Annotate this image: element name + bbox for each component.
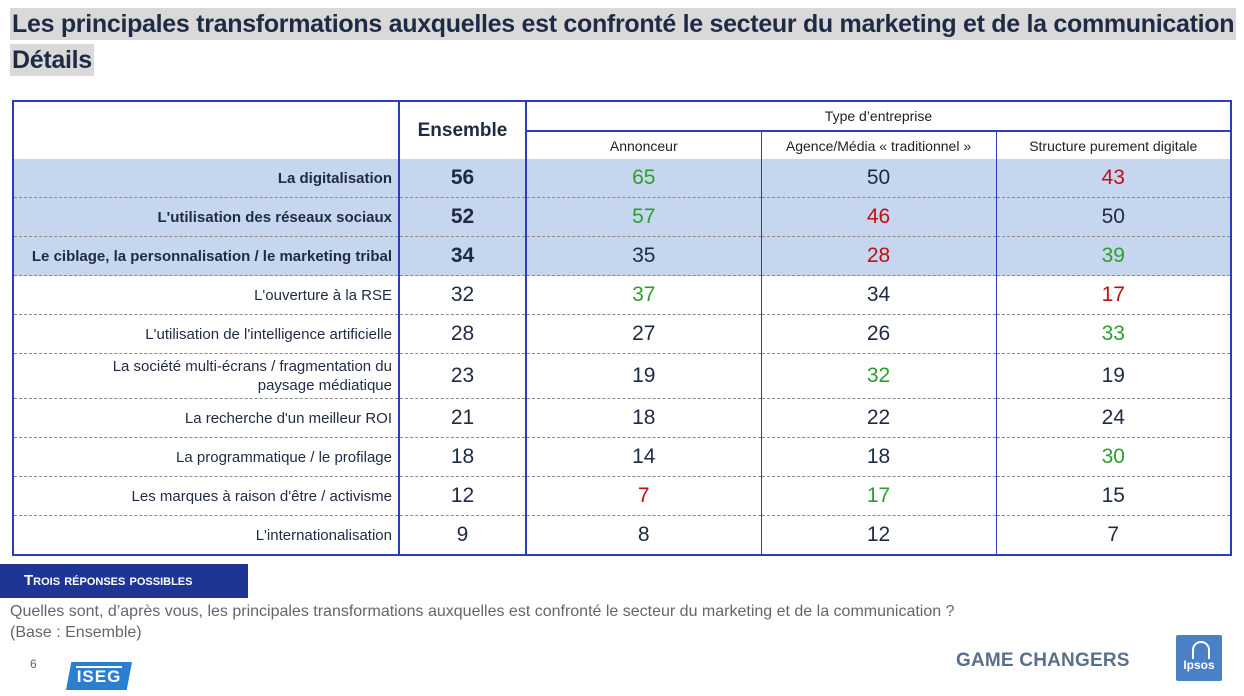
agence-value: 46 bbox=[761, 197, 997, 237]
ensemble-value: 18 bbox=[399, 437, 527, 477]
row-label: L'internationalisation bbox=[13, 515, 400, 555]
agence-value: 18 bbox=[761, 437, 997, 477]
ensemble-value: 28 bbox=[399, 314, 527, 354]
responses-badge: Trois réponses possibles bbox=[0, 564, 248, 598]
header-blank bbox=[13, 101, 400, 159]
digitale-value: 15 bbox=[996, 476, 1231, 516]
page-title: Les principales transformations auxquell… bbox=[10, 8, 1237, 40]
ensemble-value: 56 bbox=[399, 159, 527, 198]
row-label-text: La société multi-écrans / fragmentation … bbox=[112, 358, 392, 394]
header-agence-media: Agence/Média « traditionnel » bbox=[761, 131, 997, 159]
survey-question: Quelles sont, d’après vous, les principa… bbox=[10, 603, 955, 620]
annonceur-value: 37 bbox=[526, 275, 762, 315]
agence-value: 32 bbox=[761, 353, 997, 399]
row-label: La société multi-écrans / fragmentation … bbox=[13, 353, 400, 399]
annonceur-value: 18 bbox=[526, 398, 762, 438]
header-annonceur: Annonceur bbox=[526, 131, 762, 159]
digitale-value: 43 bbox=[996, 159, 1231, 198]
digitale-value: 50 bbox=[996, 197, 1231, 237]
digitale-value: 17 bbox=[996, 275, 1231, 315]
header-ensemble: Ensemble bbox=[399, 101, 527, 159]
agence-value: 17 bbox=[761, 476, 997, 516]
iseg-logo: ISEG bbox=[66, 662, 132, 690]
table-row: L'utilisation de l'intelligence artifici… bbox=[13, 314, 1231, 354]
row-label: L'ouverture à la RSE bbox=[13, 275, 400, 315]
ensemble-value: 34 bbox=[399, 236, 527, 276]
row-label: La recherche d'un meilleur ROI bbox=[13, 398, 400, 438]
digitale-value: 39 bbox=[996, 236, 1231, 276]
annonceur-value: 57 bbox=[526, 197, 762, 237]
agence-value: 28 bbox=[761, 236, 997, 276]
annonceur-value: 7 bbox=[526, 476, 762, 516]
table-row: L'utilisation des réseaux sociaux 52 57 … bbox=[13, 197, 1231, 237]
table-row: La digitalisation 56 65 50 43 bbox=[13, 159, 1231, 198]
ensemble-value: 52 bbox=[399, 197, 527, 237]
digitale-value: 30 bbox=[996, 437, 1231, 477]
annonceur-value: 35 bbox=[526, 236, 762, 276]
digitale-value: 7 bbox=[1107, 523, 1120, 546]
agence-value: 12 bbox=[761, 515, 997, 555]
digitale-value: 33 bbox=[996, 314, 1231, 354]
row-label: L'utilisation de l'intelligence artifici… bbox=[13, 314, 400, 354]
table-row: L'internationalisation 9 8 12 7 bbox=[13, 515, 1231, 555]
agence-value: 50 bbox=[761, 159, 997, 198]
ensemble-value: 12 bbox=[399, 476, 527, 516]
digitale-value: 24 bbox=[996, 398, 1231, 438]
annonceur-value: 19 bbox=[526, 353, 762, 399]
results-table-container: Ensemble Type d’entreprise Annonceur Age… bbox=[12, 100, 1232, 556]
ensemble-value: 23 bbox=[399, 353, 527, 399]
page-number: 6 bbox=[30, 657, 37, 671]
results-table: Ensemble Type d’entreprise Annonceur Age… bbox=[12, 100, 1232, 556]
ipsos-logo: Ipsos bbox=[1176, 635, 1222, 681]
header-type-entreprise: Type d’entreprise bbox=[526, 101, 1231, 132]
table-row: La programmatique / le profilage 18 14 1… bbox=[13, 437, 1231, 477]
annonceur-value: 14 bbox=[526, 437, 762, 477]
ensemble-value: 21 bbox=[399, 398, 527, 438]
table-row: Le ciblage, la personnalisation / le mar… bbox=[13, 236, 1231, 276]
game-changers-logo: GAME CHANGERS bbox=[956, 650, 1130, 671]
row-label: La programmatique / le profilage bbox=[13, 437, 400, 477]
digitale-value: 19 bbox=[996, 353, 1231, 399]
survey-base: (Base : Ensemble) bbox=[10, 624, 142, 641]
table-body: La digitalisation 56 65 50 43 L'utilisat… bbox=[13, 159, 1231, 555]
title-block: Les principales transformations auxquell… bbox=[10, 8, 1237, 76]
annonceur-value: 8 bbox=[526, 515, 762, 555]
table-row: La recherche d'un meilleur ROI 21 18 22 … bbox=[13, 398, 1231, 438]
row-label: Les marques à raison d'être / activisme bbox=[13, 476, 400, 516]
agence-value: 22 bbox=[761, 398, 997, 438]
row-label: Le ciblage, la personnalisation / le mar… bbox=[13, 236, 400, 276]
agence-value: 34 bbox=[761, 275, 997, 315]
ensemble-value: 9 bbox=[399, 515, 527, 555]
row-label: La digitalisation bbox=[13, 159, 400, 198]
table-row: La société multi-écrans / fragmentation … bbox=[13, 353, 1231, 399]
header-structure-digitale: Structure purement digitale bbox=[1029, 137, 1198, 154]
page-subtitle: Détails bbox=[10, 44, 94, 76]
agence-value: 26 bbox=[761, 314, 997, 354]
annonceur-value: 65 bbox=[526, 159, 762, 198]
row-label: L'utilisation des réseaux sociaux bbox=[13, 197, 400, 237]
annonceur-value: 27 bbox=[526, 314, 762, 354]
table-row: Les marques à raison d'être / activisme … bbox=[13, 476, 1231, 516]
table-row: L'ouverture à la RSE 32 37 34 17 bbox=[13, 275, 1231, 315]
ensemble-value: 32 bbox=[399, 275, 527, 315]
